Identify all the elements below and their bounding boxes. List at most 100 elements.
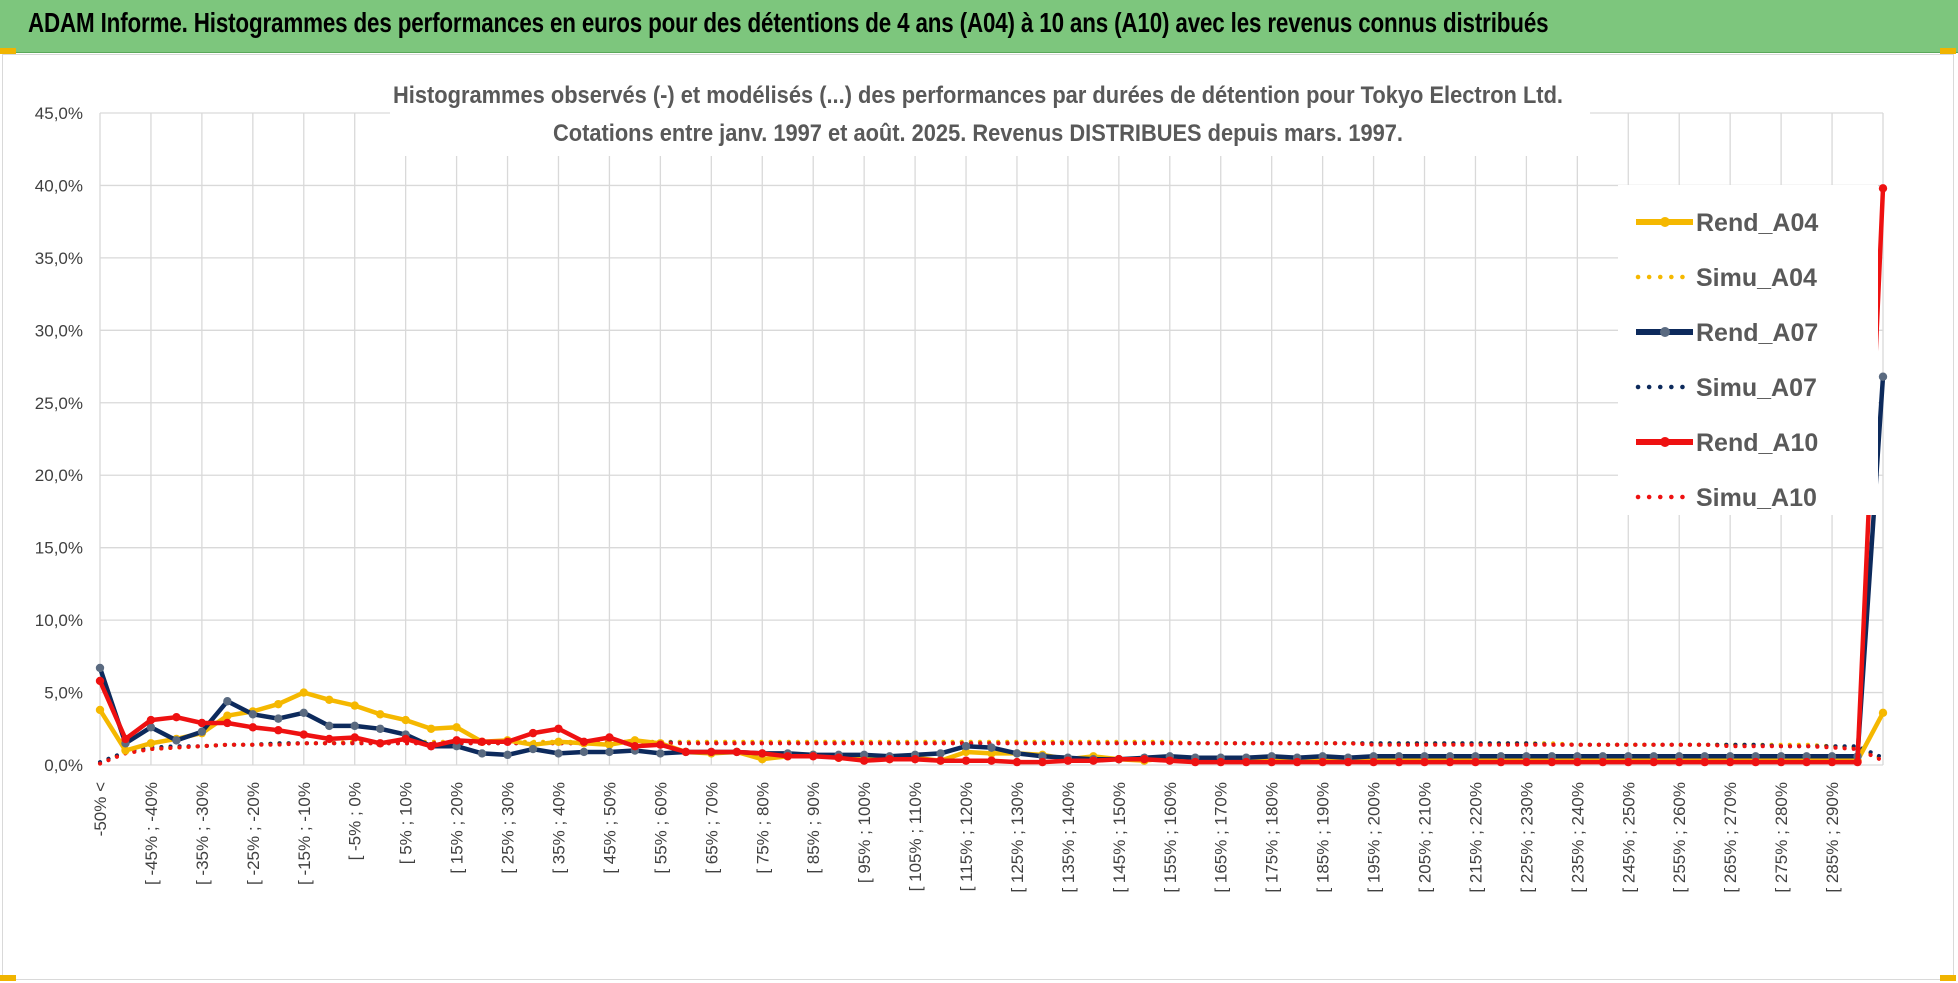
data-point [656, 740, 665, 749]
gridlines [99, 112, 1884, 766]
data-point [1420, 757, 1429, 767]
data-point [758, 755, 767, 764]
data-point [1369, 757, 1378, 767]
data-point [1242, 757, 1251, 767]
data-point [1191, 757, 1200, 767]
data-point [554, 749, 563, 758]
data-point [325, 695, 334, 704]
data-point [1649, 757, 1658, 767]
data-point [859, 750, 869, 760]
data-point [375, 724, 385, 733]
x-tick-label: [ 85% ; 90% [804, 782, 823, 874]
x-tick-label: [ 265% ; 270% [1721, 782, 1740, 893]
x-tick-label: -50% < [91, 782, 110, 836]
data-point [605, 740, 614, 749]
data-point [885, 755, 894, 764]
data-point [274, 726, 283, 735]
data-point [95, 705, 105, 715]
data-point [1216, 757, 1225, 767]
y-tick-label: 30,0% [35, 321, 83, 340]
data-point [579, 747, 589, 757]
x-tick-label: [ 155% ; 160% [1161, 782, 1180, 893]
legend-marker [1660, 217, 1670, 227]
data-point [528, 744, 538, 754]
data-point [1649, 752, 1658, 761]
y-tick-label: 10,0% [35, 611, 83, 630]
y-tick-label: 0,0% [44, 756, 83, 775]
legend-item-Simu_A04: Simu_A04 [1635, 264, 1817, 292]
x-tick-label: [ 135% ; 140% [1059, 782, 1078, 893]
data-point [477, 749, 487, 758]
data-point [299, 708, 308, 718]
data-point [1522, 752, 1531, 761]
data-point [656, 749, 665, 758]
data-point [375, 739, 385, 748]
x-tick-label: [ 25% ; 30% [499, 782, 518, 874]
data-point [95, 663, 105, 673]
data-point [1700, 757, 1709, 767]
data-point [1038, 752, 1047, 761]
x-tick-label: [ 65% ; 70% [702, 782, 721, 874]
legend-item-Rend_A10: Rend_A10 [1636, 429, 1818, 457]
data-point [401, 734, 410, 744]
corner-mark-bottom-left [0, 975, 16, 981]
chart-subtitle: Cotations entre janv. 1997 et août. 2025… [553, 120, 1403, 147]
data-point [477, 737, 487, 747]
x-tick-label: [ 215% ; 220% [1466, 782, 1485, 893]
data-point [681, 747, 691, 757]
data-point [121, 734, 130, 744]
data-point [197, 718, 207, 728]
data-point [1343, 757, 1353, 767]
x-tick-label: [ -5% ; 0% [346, 782, 365, 860]
data-point [1573, 757, 1582, 767]
report-title: ADAM Informe. Histogrammes des performan… [28, 7, 1549, 38]
legend-label: Simu_A04 [1696, 264, 1817, 292]
data-point [1496, 757, 1506, 767]
data-point [1445, 757, 1455, 767]
data-point [528, 728, 538, 738]
data-point [987, 743, 996, 752]
data-point [375, 710, 385, 719]
y-tick-label: 25,0% [35, 394, 83, 413]
x-tick-label: [ 5% ; 10% [397, 782, 416, 864]
data-point [1471, 752, 1480, 761]
data-point [426, 724, 436, 733]
y-tick-label: 40,0% [35, 176, 83, 195]
data-point [859, 756, 869, 765]
data-point [1267, 757, 1276, 767]
data-point [1598, 757, 1608, 767]
data-point [146, 715, 156, 725]
data-point [1827, 752, 1837, 761]
data-point [1012, 749, 1022, 758]
data-point [1624, 757, 1633, 767]
data-point [1547, 752, 1557, 761]
data-point [1445, 752, 1455, 761]
y-axis-ticks: 0,0% 5,0% 10,0% 15,0% 20,0% 25,0% 30,0% 35,0% 40… [35, 104, 83, 775]
series-Simu_A10 [98, 741, 1885, 766]
x-tick-label: [ -35% ; -30% [193, 782, 212, 885]
data-point [452, 736, 461, 745]
data-point [350, 721, 359, 731]
data-point [758, 749, 767, 758]
data-point [1776, 757, 1786, 767]
data-point [325, 721, 334, 731]
data-point [1012, 757, 1022, 767]
legend-marker [1660, 437, 1670, 447]
data-point [299, 730, 308, 739]
data-point [1369, 752, 1378, 761]
data-point [223, 711, 232, 720]
legend-item-Simu_A10: Simu_A10 [1635, 484, 1817, 512]
legend-item-Rend_A07: Rend_A07 [1636, 319, 1818, 347]
data-point [503, 750, 512, 760]
data-point [961, 756, 971, 765]
data-point [1140, 755, 1149, 764]
data-point [197, 727, 207, 736]
x-tick-label: [ 205% ; 210% [1416, 782, 1435, 893]
data-point [1878, 708, 1888, 718]
data-point [274, 714, 283, 723]
series-Rend_A10 [95, 184, 1888, 767]
data-point [1089, 756, 1098, 765]
data-point [554, 724, 563, 733]
legend-label: Simu_A10 [1696, 484, 1817, 512]
data-point [452, 741, 461, 751]
